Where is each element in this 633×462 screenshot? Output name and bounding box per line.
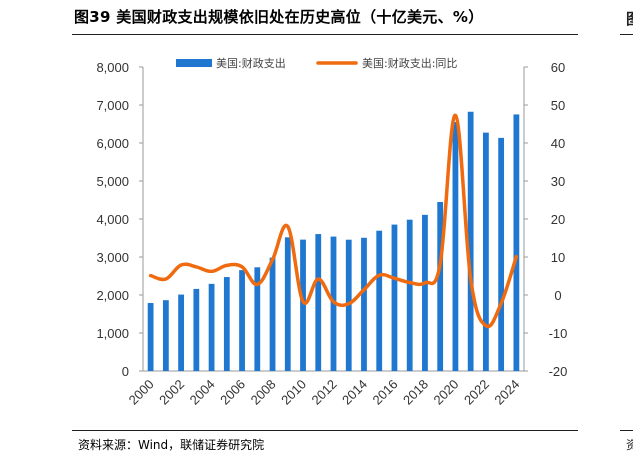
x-tick-label: 2014: [339, 377, 370, 408]
x-tick-label: 2006: [217, 377, 248, 408]
x-tick-label: 2000: [126, 377, 157, 408]
bar-2021: [467, 111, 474, 371]
x-tick-label: 2024: [491, 377, 522, 408]
x-tick-label: 2018: [400, 377, 431, 408]
left-tick-label: 5,000: [96, 174, 129, 189]
x-tick-label: 2016: [370, 377, 401, 408]
right-tick-label: -10: [549, 326, 568, 341]
x-tick-label: 2002: [156, 377, 187, 408]
bar-2014: [361, 237, 367, 371]
bar-2006: [239, 270, 245, 371]
right-tick-label: 50: [551, 98, 565, 113]
x-axis-ticks: 2000 2002 2004 2006 2008 2010 2012 2014 2016 2018…: [126, 377, 523, 408]
bar-2015: [376, 230, 383, 371]
x-tick-label: 2022: [461, 377, 492, 408]
left-tick-label: 0: [122, 364, 129, 379]
bar-series: [147, 111, 520, 371]
bar-2004: [208, 283, 215, 371]
bar-2001: [162, 300, 169, 371]
left-tick-label: 3,000: [96, 250, 129, 265]
bar-2008: [269, 257, 276, 371]
left-tick-label: 8,000: [96, 60, 129, 75]
bar-2009: [284, 237, 291, 371]
right-tick-label: 0: [554, 288, 561, 303]
left-axis-ticks: 0 1,000 2,000 3,000 4,000 5,000 6,000 7,000 8,00…: [96, 60, 143, 379]
title-divider: [72, 34, 578, 35]
bar-2002: [178, 294, 184, 371]
right-tick-label: -20: [549, 364, 568, 379]
bar-2024: [513, 114, 520, 371]
x-tick-label: 2010: [278, 377, 309, 408]
bar-2000: [147, 303, 154, 371]
bar-2023: [498, 137, 505, 371]
bar-2020: [452, 122, 459, 371]
yoy-line: [148, 113, 519, 329]
right-tick-label: 10: [551, 250, 565, 265]
left-tick-label: 1,000: [96, 326, 129, 341]
bar-2007: [254, 267, 261, 371]
bar-2018: [422, 214, 428, 371]
left-tick-label: 4,000: [96, 212, 129, 227]
right-tick-label: 30: [551, 174, 565, 189]
bar-2016: [391, 224, 398, 371]
legend-bar-label: 美国:财政支出: [216, 56, 286, 70]
right-tick-label: 60: [551, 60, 565, 75]
bar-2003: [193, 288, 200, 371]
x-tick-label: 2020: [430, 377, 461, 408]
bar-2017: [406, 219, 413, 371]
figure-title: 图39 美国财政支出规模依旧处在历史高位（十亿美元、%）: [74, 8, 484, 26]
bar-2011: [315, 234, 322, 371]
next-footer-divider: [620, 430, 633, 431]
right-axis-ticks: -20 -10 0 10 20 30 40 50 60: [524, 60, 567, 379]
next-figure-title-fragment: 图: [626, 8, 633, 29]
x-tick-label: 2008: [248, 377, 279, 408]
line-series: [148, 113, 519, 329]
bar-2019: [437, 202, 444, 371]
x-tick-label: 2012: [309, 377, 340, 408]
source-note: 资料来源：Wind，联储证券研究院: [78, 438, 265, 452]
left-tick-label: 6,000: [96, 136, 129, 151]
legend-line-label: 美国:财政支出:同比: [362, 56, 457, 70]
left-tick-label: 7,000: [96, 98, 129, 113]
right-tick-label: 40: [551, 136, 565, 151]
right-tick-label: 20: [551, 212, 565, 227]
bar-2010: [300, 239, 306, 371]
next-source-fragment: 资: [626, 438, 633, 452]
legend-bar-swatch: [176, 59, 212, 67]
left-tick-label: 2,000: [96, 288, 129, 303]
footer-divider: [72, 430, 578, 431]
legend: 美国:财政支出 美国:财政支出:同比: [176, 56, 457, 70]
next-title-divider: [620, 34, 633, 35]
bar-2005: [223, 277, 230, 371]
bar-2022: [483, 132, 489, 371]
x-tick-label: 2004: [187, 377, 218, 408]
